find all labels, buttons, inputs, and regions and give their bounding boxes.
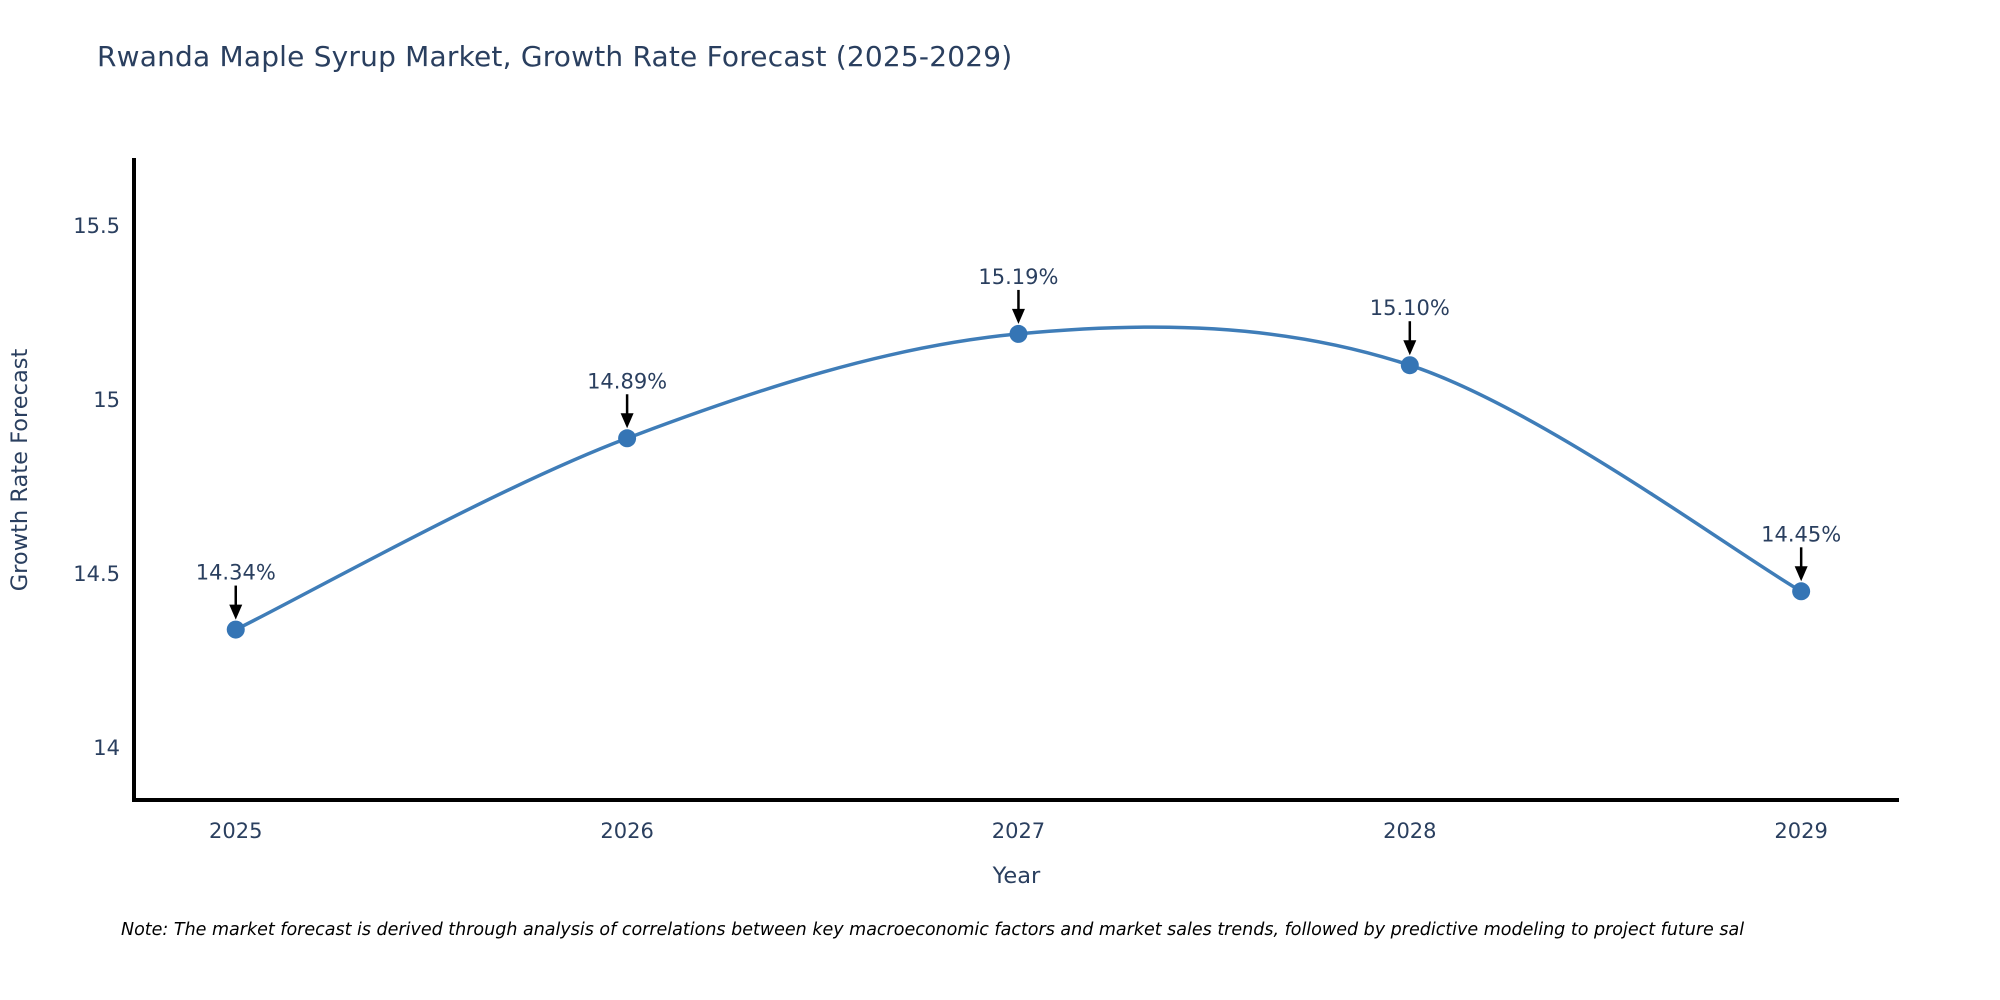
data-point-marker[interactable] bbox=[1400, 356, 1419, 375]
x-tick-label: 2027 bbox=[992, 819, 1045, 843]
annotation-arrowhead bbox=[229, 604, 243, 620]
x-tick-label: 2028 bbox=[1383, 819, 1436, 843]
data-point-marker[interactable] bbox=[1009, 324, 1028, 343]
series-line bbox=[234, 325, 1803, 632]
point-annotation: 14.45% bbox=[1761, 522, 1841, 582]
annotation-arrowhead bbox=[1011, 308, 1025, 324]
annotation-arrowhead bbox=[620, 413, 634, 429]
y-tick-label: 15.5 bbox=[73, 214, 120, 238]
footnote: Note: The market forecast is derived thr… bbox=[121, 920, 1745, 940]
annotation-arrowhead bbox=[1794, 566, 1808, 582]
data-point-marker[interactable] bbox=[226, 620, 245, 639]
annotation-label: 14.45% bbox=[1761, 522, 1841, 546]
annotation-label: 14.34% bbox=[196, 561, 276, 585]
x-axis-title: Year bbox=[992, 863, 1041, 889]
data-point-marker[interactable] bbox=[618, 429, 637, 448]
y-tick-label: 15 bbox=[93, 388, 120, 412]
point-annotation: 15.19% bbox=[978, 265, 1058, 324]
x-tick-label: 2026 bbox=[600, 819, 653, 843]
annotation-arrowhead bbox=[1403, 340, 1417, 356]
y-tick-label: 14.5 bbox=[73, 562, 120, 586]
annotation-label: 14.89% bbox=[587, 369, 667, 393]
annotation-label: 15.10% bbox=[1370, 296, 1450, 320]
x-tick-label: 2029 bbox=[1774, 819, 1827, 843]
chart-title: Rwanda Maple Syrup Market, Growth Rate F… bbox=[97, 40, 1013, 73]
y-tick-label: 14 bbox=[93, 736, 120, 760]
point-annotation: 14.89% bbox=[587, 369, 667, 429]
annotation-label: 15.19% bbox=[978, 265, 1058, 289]
point-annotation: 14.34% bbox=[196, 561, 276, 620]
x-tick-label: 2025 bbox=[209, 819, 262, 843]
y-axis-title: Growth Rate Forecast bbox=[7, 349, 33, 592]
data-point-marker[interactable] bbox=[1792, 582, 1811, 601]
point-annotation: 15.10% bbox=[1370, 296, 1450, 356]
